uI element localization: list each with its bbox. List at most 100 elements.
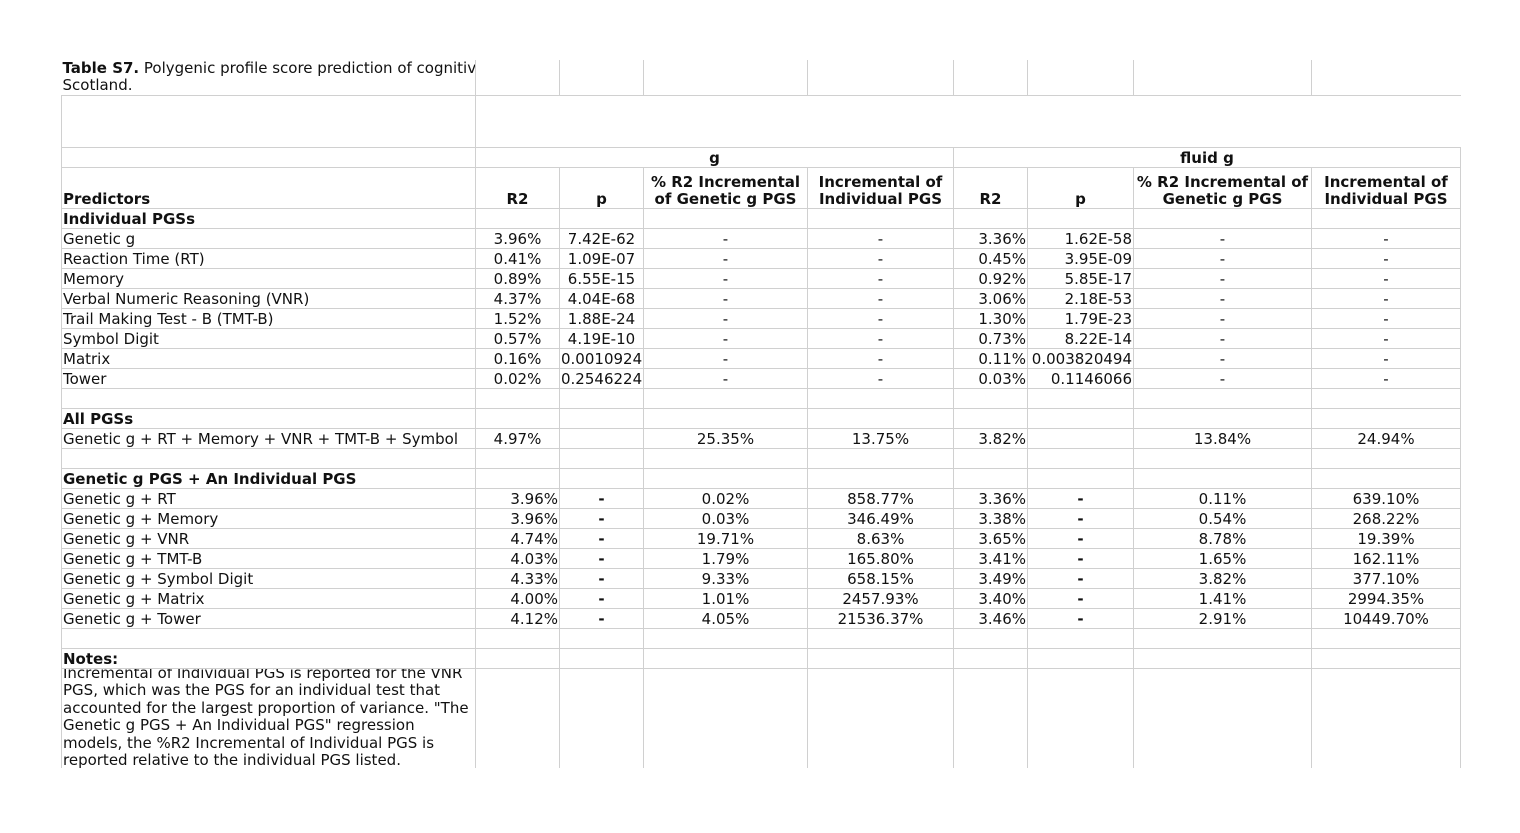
data-cell: 13.84% [1133, 427, 1312, 449]
data-cell: 3.40% [953, 587, 1028, 609]
data-cell: 377.10% [1311, 567, 1461, 589]
data-cell: 3.96% [475, 227, 560, 249]
data-cell: 4.19E-10 [559, 327, 644, 349]
data-cell: 4.12% [475, 607, 560, 629]
data-cell: - [1311, 367, 1461, 389]
data-cell: - [1133, 347, 1312, 369]
header-text: % R2 Incremental of Genetic g PGS [1136, 173, 1309, 208]
data-cell: 7.42E-62 [559, 227, 644, 249]
data-cell: 25.35% [643, 427, 808, 449]
empty-cell [953, 647, 1028, 669]
data-cell: 1.52% [475, 307, 560, 329]
empty-cell [559, 467, 644, 489]
data-cell: 10449.70% [1311, 607, 1461, 629]
data-cell: - [643, 367, 808, 389]
row-label: Tower [61, 367, 476, 389]
empty-cell [1311, 647, 1461, 669]
data-cell: 9.33% [643, 567, 808, 589]
data-cell: 0.03% [643, 507, 808, 529]
empty-cell [643, 447, 808, 469]
column-header: R2 [953, 166, 1028, 209]
header-text: p [596, 190, 607, 208]
column-header: p [1027, 166, 1134, 209]
data-cell: - [807, 367, 954, 389]
title: Polygenic profile score prediction of co… [62, 60, 476, 94]
empty-cell [559, 627, 644, 649]
data-cell: 4.04E-68 [559, 287, 644, 309]
header-text: p [1075, 190, 1086, 208]
empty-cell [1311, 387, 1461, 409]
empty-cell [475, 667, 560, 768]
group-header: fluid g [953, 146, 1461, 168]
empty-cell [807, 667, 954, 768]
data-cell: 1.62E-58 [1027, 227, 1134, 249]
data-cell: 8.63% [807, 527, 954, 549]
spreadsheet-table: Table S7. Polygenic profile score predic… [61, 60, 1461, 768]
header-text: % R2 Incremental of Genetic g PGS [650, 173, 801, 208]
section-title: All PGSs [61, 407, 476, 429]
data-cell: - [1027, 487, 1134, 509]
data-cell: 24.94% [1311, 427, 1461, 449]
column-header: p [559, 166, 644, 209]
empty-cell [953, 627, 1028, 649]
data-cell: - [1133, 267, 1312, 289]
column-header: % R2 Incremental of Genetic g PGS [643, 166, 808, 209]
data-cell: 2.18E-53 [1027, 287, 1134, 309]
row-label: Verbal Numeric Reasoning (VNR) [61, 287, 476, 309]
data-cell: 658.15% [807, 567, 954, 589]
empty-cell [61, 387, 476, 409]
empty-cell [953, 667, 1028, 768]
empty-cell [475, 387, 560, 409]
data-cell: 6.55E-15 [559, 267, 644, 289]
data-cell: 3.82% [1133, 567, 1312, 589]
data-cell: 3.06% [953, 287, 1028, 309]
data-cell: - [1311, 227, 1461, 249]
empty-cell [953, 467, 1028, 489]
data-cell: 0.41% [475, 247, 560, 269]
data-cell: 8.22E-14 [1027, 327, 1134, 349]
data-cell: 1.88E-24 [559, 307, 644, 329]
data-cell: - [1133, 287, 1312, 309]
data-cell: 4.74% [475, 527, 560, 549]
empty-cell [807, 447, 954, 469]
notes-cell: Incremental of Individual PGS is reporte… [61, 667, 476, 768]
column-header: % R2 Incremental of Genetic g PGS [1133, 166, 1312, 209]
data-cell: 3.36% [953, 487, 1028, 509]
data-cell: 4.00% [475, 587, 560, 609]
data-cell: 268.22% [1311, 507, 1461, 529]
data-cell: - [1311, 327, 1461, 349]
row-label: Genetic g + Symbol Digit [61, 567, 476, 589]
row-label: Memory [61, 267, 476, 289]
row-label: Genetic g + Tower [61, 607, 476, 629]
data-cell: 0.92% [953, 267, 1028, 289]
row-label: Genetic g [61, 227, 476, 249]
data-cell: 639.10% [1311, 487, 1461, 509]
row-label: Genetic g + TMT-B [61, 547, 476, 569]
empty-cell [1133, 447, 1312, 469]
empty-cell [807, 387, 954, 409]
data-cell: 4.97% [475, 427, 560, 449]
data-cell: 5.85E-17 [1027, 267, 1134, 289]
data-cell: - [643, 247, 808, 269]
title-label: Table S7. [62, 60, 140, 77]
data-cell: - [1133, 227, 1312, 249]
data-cell: - [1133, 367, 1312, 389]
data-cell: - [643, 327, 808, 349]
data-cell: 1.30% [953, 307, 1028, 329]
data-cell [1027, 427, 1134, 449]
empty-cell [953, 207, 1028, 229]
data-cell: - [1133, 247, 1312, 269]
empty-cell [1133, 647, 1312, 669]
data-cell: - [559, 547, 644, 569]
empty-cell [643, 387, 808, 409]
data-cell: 3.49% [953, 567, 1028, 589]
empty-cell [61, 447, 476, 469]
row-label: Genetic g + RT + Memory + VNR + TMT-B + … [61, 427, 476, 449]
empty-cell [475, 467, 560, 489]
empty-cell [807, 467, 954, 489]
empty-cell [1133, 407, 1312, 429]
data-cell: 0.003820494 [1027, 347, 1134, 369]
empty-cell [643, 207, 808, 229]
empty-cell [1311, 207, 1461, 229]
row-label: Trail Making Test - B (TMT-B) [61, 307, 476, 329]
